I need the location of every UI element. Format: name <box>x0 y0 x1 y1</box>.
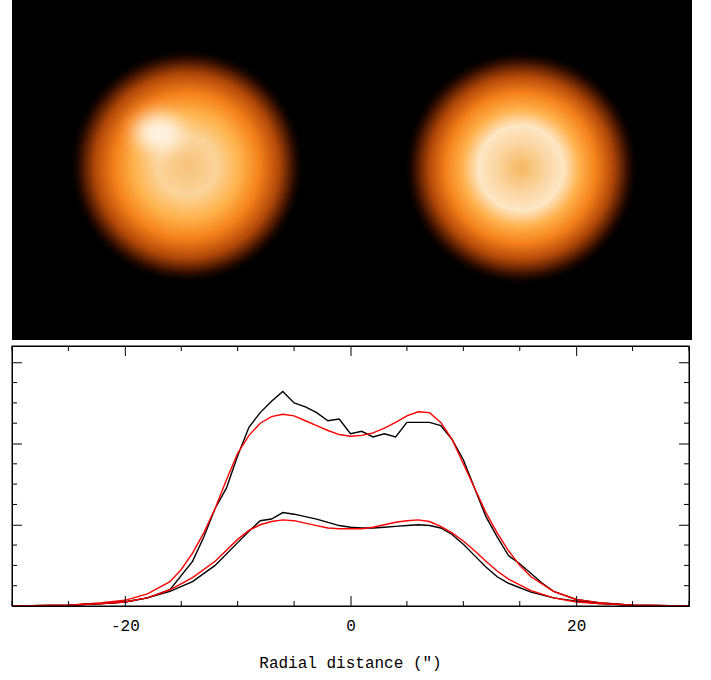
tick-mark <box>679 362 689 363</box>
minor-tick <box>463 601 464 606</box>
minor-tick <box>684 423 689 424</box>
x-axis-top <box>13 346 690 356</box>
axis-line <box>12 347 13 607</box>
tick-mark <box>679 444 689 445</box>
tick-mark <box>12 606 22 607</box>
tick <box>125 346 126 356</box>
image-left-source <box>69 48 305 284</box>
minor-tick <box>519 346 520 351</box>
minor-tick <box>12 585 17 586</box>
profile-line <box>12 392 689 607</box>
image-left-bright-spot <box>134 114 182 150</box>
image-right-background <box>350 0 692 340</box>
tick-mark <box>12 444 22 445</box>
plot-frame <box>12 346 689 606</box>
profile-line <box>12 513 689 606</box>
minor-tick <box>684 585 689 586</box>
minor-tick <box>68 601 69 606</box>
tick <box>12 606 22 607</box>
tick <box>679 444 689 445</box>
lines <box>12 392 689 607</box>
minor-tick <box>632 346 633 351</box>
minor-tick <box>684 545 689 546</box>
tick: -20 <box>111 596 140 636</box>
tick: 0 <box>346 596 356 636</box>
minor-tick <box>519 601 520 606</box>
axis-line <box>13 606 690 607</box>
minor-tick <box>12 565 17 566</box>
tick-mark <box>576 596 577 606</box>
minor-tick <box>12 346 13 351</box>
image-right-model <box>403 50 639 286</box>
x-axis: -20 0 20 <box>13 596 690 636</box>
minor-tick <box>684 484 689 485</box>
minor-tick <box>237 346 238 351</box>
minor-tick <box>237 601 238 606</box>
minor-tick <box>684 504 689 505</box>
minor-tick <box>12 484 17 485</box>
minor-tick <box>294 346 295 351</box>
y-axis <box>12 347 22 607</box>
minor-tick <box>12 504 17 505</box>
tick-mark <box>679 606 689 607</box>
minor-tick <box>406 346 407 351</box>
tick-label: 0 <box>346 618 356 636</box>
minor-tick <box>684 402 689 403</box>
figure: -20 0 20 Radial distance (″) <box>0 0 711 680</box>
tick-mark <box>125 346 126 356</box>
minor-tick <box>12 463 17 464</box>
tick <box>576 346 577 356</box>
tick-mark <box>125 596 126 606</box>
tick-mark <box>679 525 689 526</box>
minor-tick <box>463 346 464 351</box>
tick <box>12 444 22 445</box>
minor-tick <box>689 601 690 606</box>
minor-tick <box>684 382 689 383</box>
minor-tick <box>181 601 182 606</box>
tick-mark <box>351 596 352 606</box>
minor-tick <box>68 346 69 351</box>
tick <box>679 606 689 607</box>
tick <box>679 362 689 363</box>
tick-mark <box>351 346 352 356</box>
minor-tick <box>632 601 633 606</box>
tick <box>351 346 352 356</box>
x-axis-title: Radial distance (″) <box>259 655 441 673</box>
tick-mark <box>576 346 577 356</box>
minor-tick <box>294 601 295 606</box>
axis-line <box>689 347 690 607</box>
minor-tick <box>12 382 17 383</box>
minor-tick <box>12 545 17 546</box>
minor-tick <box>12 402 17 403</box>
tick: 20 <box>567 596 586 636</box>
minor-ticks <box>12 346 689 606</box>
minor-tick <box>12 423 17 424</box>
minor-tick <box>689 346 690 351</box>
tick-label: -20 <box>111 618 140 636</box>
minor-tick <box>684 463 689 464</box>
tick <box>12 362 22 363</box>
minor-tick <box>684 565 689 566</box>
profile-line <box>12 520 689 606</box>
tick <box>679 525 689 526</box>
plot: -20 0 20 <box>12 346 690 636</box>
tick-mark <box>12 362 22 363</box>
tick-mark <box>12 525 22 526</box>
minor-tick <box>181 346 182 351</box>
profile-line <box>12 412 689 606</box>
minor-tick <box>12 601 13 606</box>
tick-label: 20 <box>567 618 586 636</box>
minor-tick <box>406 601 407 606</box>
y-axis-right <box>679 347 690 607</box>
images <box>12 0 692 340</box>
tick <box>12 525 22 526</box>
image-left-background <box>12 0 350 340</box>
